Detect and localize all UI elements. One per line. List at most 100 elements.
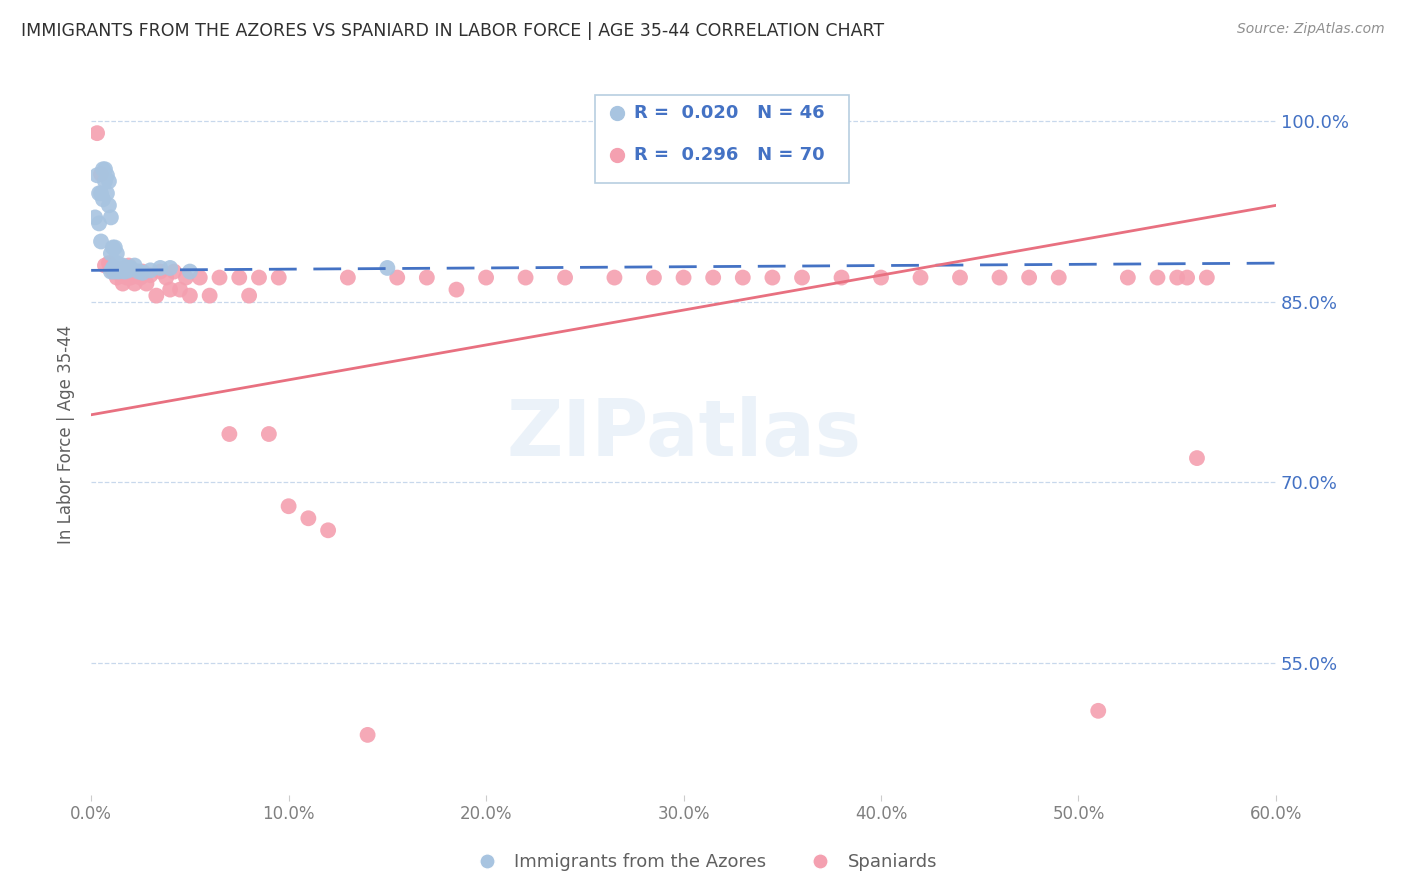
Point — [135, 277, 157, 291]
Point — [105, 270, 128, 285]
Point — [118, 259, 141, 273]
Point — [159, 283, 181, 297]
Point — [96, 168, 118, 182]
Point — [702, 270, 724, 285]
Point — [110, 268, 132, 282]
Point — [111, 262, 134, 277]
Point — [104, 240, 127, 254]
Point — [100, 211, 122, 225]
Point — [84, 211, 107, 225]
Point — [174, 270, 197, 285]
Point — [949, 270, 972, 285]
Point — [316, 524, 339, 538]
Point — [129, 270, 152, 285]
Point — [208, 270, 231, 285]
Point — [988, 270, 1011, 285]
Point — [515, 270, 537, 285]
Point — [139, 263, 162, 277]
Text: R =  0.020   N = 46: R = 0.020 N = 46 — [634, 104, 824, 122]
Point — [257, 427, 280, 442]
Text: R =  0.296   N = 70: R = 0.296 N = 70 — [634, 146, 824, 164]
Point — [86, 168, 108, 182]
Legend: Immigrants from the Azores, Spaniards: Immigrants from the Azores, Spaniards — [461, 847, 945, 879]
Point — [139, 268, 162, 282]
Point — [910, 270, 932, 285]
Point — [416, 270, 439, 285]
Point — [267, 270, 290, 285]
Point — [188, 270, 211, 285]
Point — [1185, 451, 1208, 466]
Point — [91, 192, 114, 206]
Point — [218, 427, 240, 442]
Point — [1195, 270, 1218, 285]
Point — [94, 162, 117, 177]
Point — [104, 260, 127, 275]
Point — [120, 260, 142, 275]
Point — [124, 277, 146, 291]
Point — [297, 511, 319, 525]
Point — [105, 246, 128, 260]
Point — [1087, 704, 1109, 718]
Point — [238, 288, 260, 302]
Point — [179, 288, 201, 302]
Point — [114, 260, 136, 275]
Point — [100, 246, 122, 260]
Point — [115, 260, 138, 275]
Point — [107, 260, 129, 275]
Point — [90, 235, 112, 249]
Point — [603, 270, 626, 285]
Point — [105, 260, 128, 275]
Point — [377, 260, 399, 275]
Point — [131, 266, 153, 280]
Point — [554, 270, 576, 285]
Point — [105, 256, 128, 270]
Point — [228, 270, 250, 285]
Point — [145, 288, 167, 302]
Point — [198, 288, 221, 302]
Point — [97, 198, 120, 212]
Point — [101, 260, 124, 275]
Point — [1047, 270, 1070, 285]
Point — [1116, 270, 1139, 285]
Point — [101, 240, 124, 254]
Point — [790, 270, 813, 285]
Point — [86, 126, 108, 140]
Point — [91, 162, 114, 177]
Point — [870, 270, 893, 285]
Point — [446, 283, 468, 297]
Point — [169, 283, 191, 297]
Point — [131, 264, 153, 278]
Point — [107, 264, 129, 278]
Point — [114, 264, 136, 278]
Point — [100, 259, 122, 273]
Point — [97, 174, 120, 188]
Point — [97, 256, 120, 270]
Point — [107, 264, 129, 278]
Text: ZIPatlas: ZIPatlas — [506, 396, 860, 472]
Point — [87, 216, 110, 230]
Point — [111, 277, 134, 291]
Point — [179, 264, 201, 278]
Point — [90, 167, 112, 181]
Point — [128, 264, 150, 278]
Point — [356, 728, 378, 742]
Point — [118, 263, 141, 277]
Point — [1146, 270, 1168, 285]
Point — [475, 270, 498, 285]
Point — [155, 270, 177, 285]
Point — [118, 260, 141, 275]
Point — [831, 270, 853, 285]
Text: Source: ZipAtlas.com: Source: ZipAtlas.com — [1237, 22, 1385, 37]
Point — [115, 270, 138, 285]
Point — [1175, 270, 1198, 285]
Point — [111, 259, 134, 273]
Point — [120, 270, 142, 285]
Point — [101, 264, 124, 278]
Point — [124, 259, 146, 273]
Point — [125, 264, 148, 278]
Point — [149, 264, 172, 278]
Point — [115, 263, 138, 277]
Point — [761, 270, 783, 285]
Point — [277, 500, 299, 514]
Point — [387, 270, 409, 285]
